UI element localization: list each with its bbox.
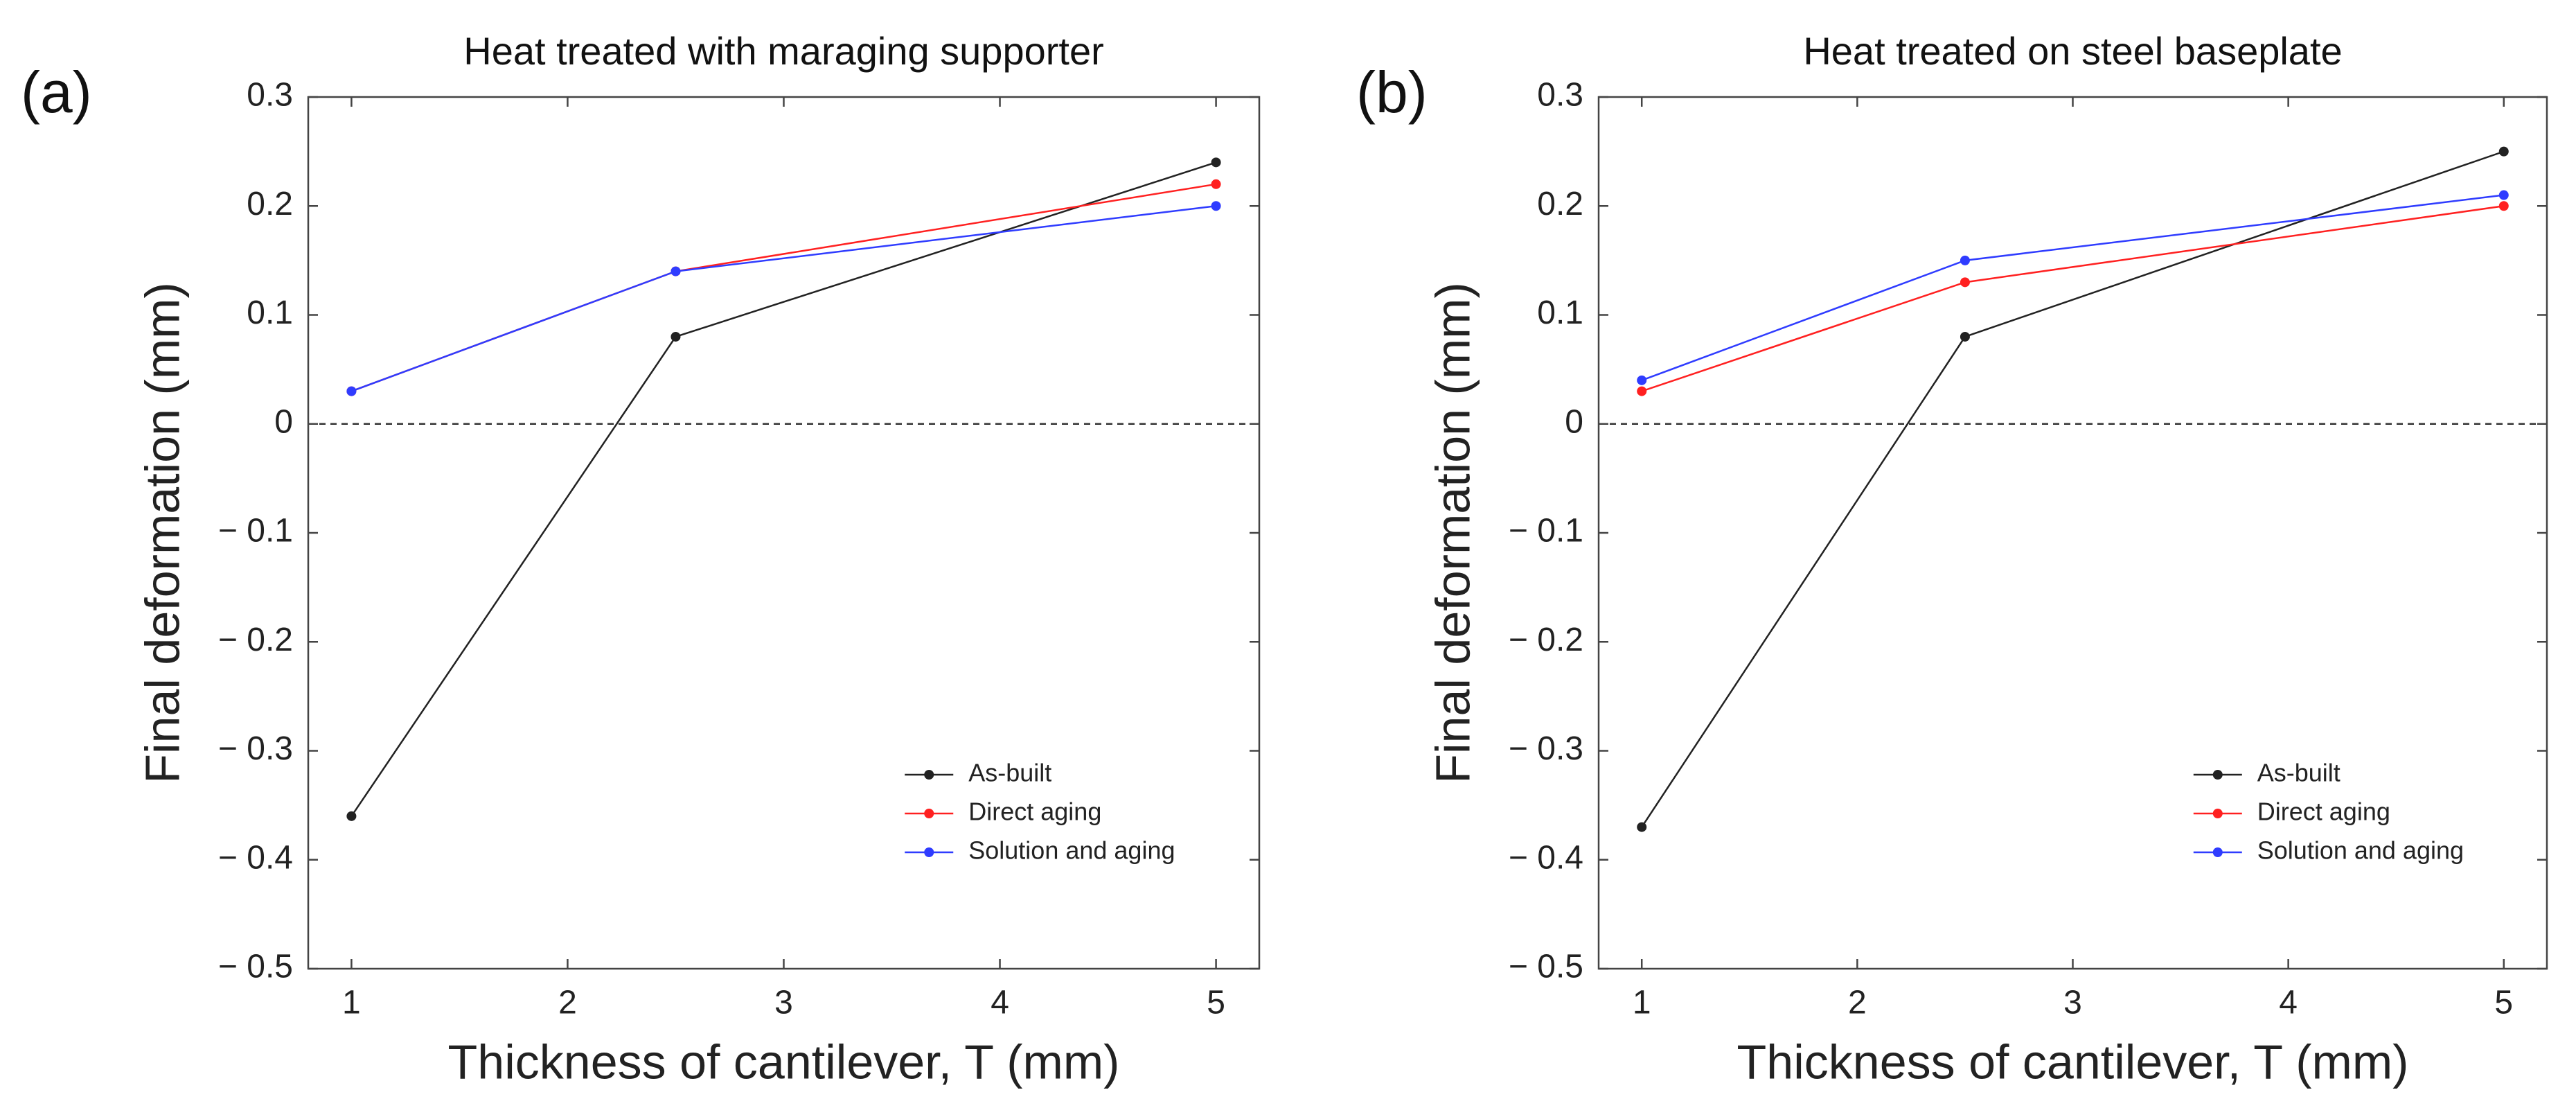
y-axis-label: Final deformation (mm) — [135, 282, 189, 784]
data-point-solution-and-aging — [1637, 375, 1647, 385]
data-point-as-built — [670, 331, 681, 342]
data-point-as-built — [346, 811, 357, 821]
legend-marker — [924, 847, 934, 857]
y-tick-label: 0.2 — [1537, 186, 1583, 222]
legend-label: Direct aging — [968, 798, 1101, 826]
data-point-as-built — [1960, 331, 1970, 342]
legend: As-built Direct aging Solution and aging — [905, 759, 1175, 865]
y-tick-label: 0 — [1565, 403, 1583, 440]
x-tick-label: 4 — [991, 985, 1009, 1021]
series-line-as-built — [350, 161, 1216, 817]
legend-marker — [924, 770, 934, 780]
x-tick-label: 3 — [774, 985, 793, 1021]
data-point-as-built — [1211, 157, 1221, 168]
x-tick-label: 2 — [1848, 985, 1867, 1021]
data-point-solution-and-aging — [2498, 190, 2509, 200]
x-tick-label: 1 — [1633, 985, 1651, 1021]
data-point-as-built — [2498, 146, 2509, 157]
x-tick-label: 1 — [342, 985, 361, 1021]
data-point-direct-aging — [1960, 277, 1970, 288]
data-point-solution-and-aging — [670, 266, 681, 276]
y-tick-label: − 0.1 — [1509, 513, 1583, 549]
x-tick-label: 5 — [1207, 985, 1225, 1021]
data-point-direct-aging — [1637, 386, 1647, 396]
legend-marker — [2212, 847, 2223, 857]
data-point-solution-and-aging — [1211, 201, 1221, 211]
panel-letter: (b) — [1356, 60, 1428, 125]
data-point-solution-and-aging — [1960, 255, 1970, 265]
x-tick-label: 3 — [2063, 985, 2082, 1021]
y-axis-label: Final deformation (mm) — [1425, 282, 1480, 784]
legend-marker — [2212, 770, 2223, 780]
series-line-direct-aging — [350, 183, 1216, 392]
y-tick-label: − 0.2 — [218, 622, 293, 658]
y-tick-label: − 0.3 — [218, 730, 293, 767]
x-axis-label: Thickness of cantilever, T (mm) — [1737, 1035, 2409, 1089]
legend-label: As-built — [2257, 759, 2340, 787]
chart-panel-b: (b) Heat treated on steel baseplate 0.3 0.2… — [1356, 29, 2548, 1089]
x-tick-label: 4 — [2279, 985, 2298, 1021]
series-line-direct-aging — [1641, 205, 2504, 392]
legend-label: Solution and aging — [2257, 836, 2464, 865]
legend-label: Direct aging — [2257, 798, 2390, 826]
legend-label: As-built — [968, 759, 1051, 787]
y-tick-label: − 0.2 — [1509, 622, 1583, 658]
chart-panel-a: (a) Heat treated with maraging supporter 0… — [21, 29, 1261, 1089]
data-point-direct-aging — [2498, 201, 2509, 211]
y-tick-label: 0.3 — [1537, 77, 1583, 114]
y-tick-label: 0 — [274, 403, 293, 440]
data-point-solution-and-aging — [346, 386, 357, 396]
y-tick-label: 0.3 — [247, 77, 293, 114]
series-line-as-built — [1641, 150, 2505, 828]
y-tick-label: − 0.4 — [218, 839, 293, 876]
series-line-solution-and-aging — [350, 205, 1216, 392]
y-tick-label: 0.2 — [247, 186, 293, 222]
legend-marker — [2212, 809, 2223, 818]
chart-title: Heat treated with maraging supporter — [463, 29, 1104, 73]
legend-marker — [924, 809, 934, 818]
y-tick-label: − 0.3 — [1509, 730, 1583, 767]
chart-title: Heat treated on steel baseplate — [1803, 29, 2342, 73]
data-point-as-built — [1637, 822, 1647, 832]
x-axis-label: Thickness of cantilever, T (mm) — [448, 1035, 1120, 1089]
y-tick-label: 0.1 — [247, 294, 293, 331]
x-tick-label: 2 — [558, 985, 577, 1021]
y-tick-label: − 0.1 — [218, 513, 293, 549]
legend: As-built Direct aging Solution and aging — [2193, 759, 2464, 865]
x-tick-label: 5 — [2494, 985, 2513, 1021]
y-tick-label: 0.1 — [1537, 294, 1583, 331]
series-line-solution-and-aging — [1641, 194, 2504, 382]
y-tick-label: − 0.5 — [1509, 949, 1583, 985]
y-tick-label: − 0.4 — [1509, 839, 1583, 876]
legend-label: Solution and aging — [968, 836, 1175, 865]
y-tick-label: − 0.5 — [218, 949, 293, 985]
panel-letter: (a) — [21, 60, 92, 125]
data-point-direct-aging — [1211, 179, 1221, 189]
